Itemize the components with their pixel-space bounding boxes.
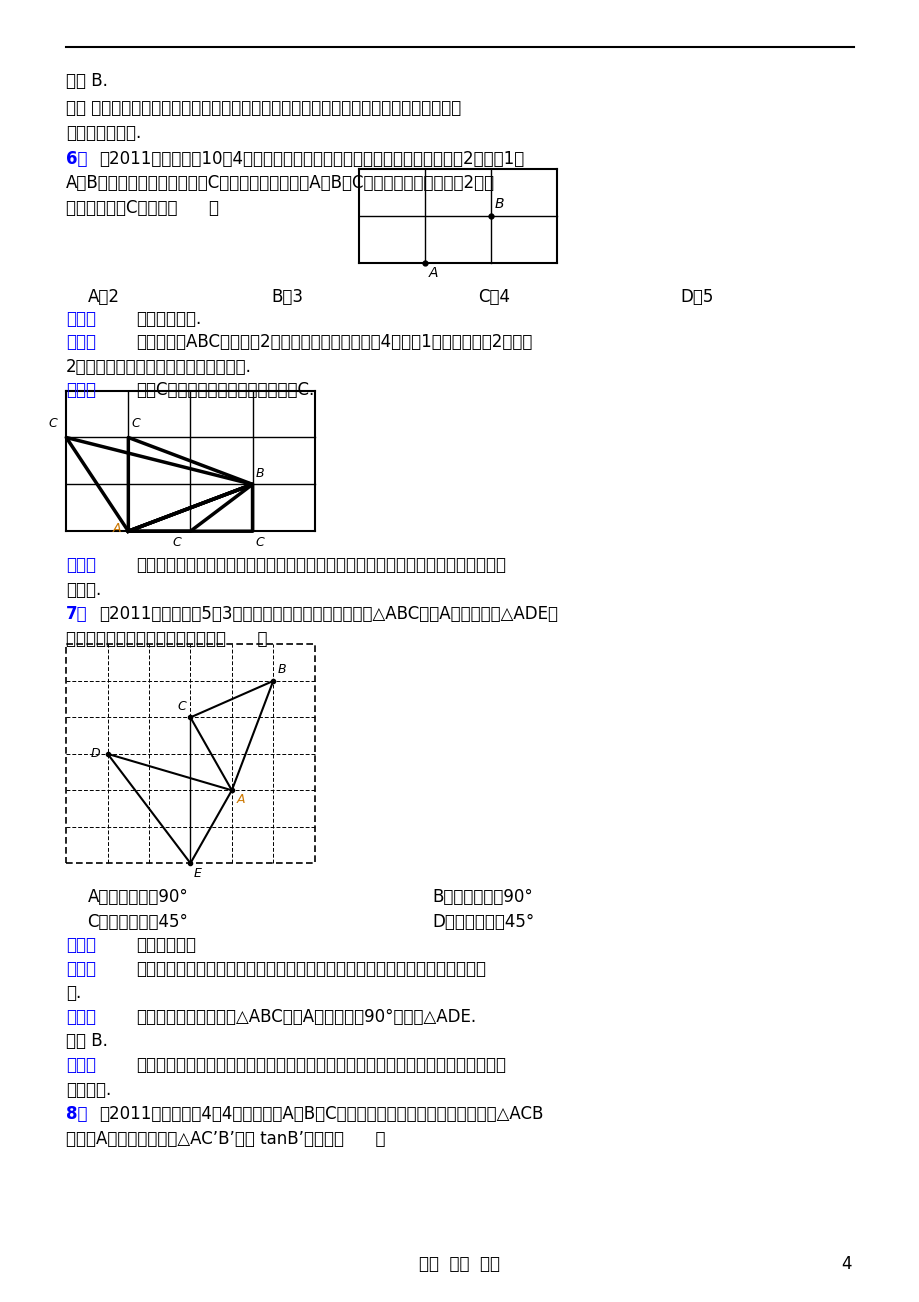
Text: C: C bbox=[176, 700, 186, 713]
Text: 6．: 6． bbox=[66, 150, 87, 168]
Text: C、顺时针旋轣45°: C、顺时针旋轣45° bbox=[87, 913, 188, 931]
Text: 旋转的性质。: 旋转的性质。 bbox=[136, 936, 196, 954]
Text: 考点：: 考点： bbox=[66, 936, 96, 954]
Text: （2011甘肃兰州，4，4分）如图，A、B、C三点在正方形网格线的交点处，若将△ACB: （2011甘肃兰州，4，4分）如图，A、B、C三点在正方形网格线的交点处，若将△… bbox=[99, 1105, 543, 1124]
Text: （2011福建厦门，5，3分）如图，在正方形网格中，将△ABC绕点A旋转后得到△ADE，: （2011福建厦门，5，3分）如图，在正方形网格中，将△ABC绕点A旋转后得到△… bbox=[99, 605, 558, 624]
Text: 解答：: 解答： bbox=[66, 1008, 96, 1026]
Text: 本题考查了三角形的面积的求法，此类题应选取分类的标准，才能做到不遗不漏，难: 本题考查了三角形的面积的求法，此类题应选取分类的标准，才能做到不遗不漏，难 bbox=[136, 556, 505, 574]
Text: B: B bbox=[255, 467, 264, 480]
Text: 解：根据图形可知：将△ABC绕点A逆时针旋轣90°可得到△ADE.: 解：根据图形可知：将△ABC绕点A逆时针旋轣90°可得到△ADE. bbox=[136, 1008, 476, 1026]
Text: C: C bbox=[131, 417, 140, 430]
Text: 三角形的三边长.: 三角形的三边长. bbox=[66, 124, 142, 142]
Text: D: D bbox=[91, 747, 100, 760]
Text: 点评：: 点评： bbox=[66, 1056, 96, 1074]
Text: 8．: 8． bbox=[66, 1105, 87, 1124]
Text: A: A bbox=[236, 793, 244, 806]
Text: 2，可通过在正方形网格中画图得出结果.: 2，可通过在正方形网格中画图得出结果. bbox=[66, 358, 252, 376]
Text: C: C bbox=[172, 536, 181, 549]
Text: 解：C点所有的情况如图所示；故选C.: 解：C点所有的情况如图所示；故选C. bbox=[136, 381, 314, 400]
Text: B、3: B、3 bbox=[271, 288, 303, 306]
Text: B: B bbox=[494, 197, 504, 211]
Text: （2011福建福州，10，4分）如图，在长方形网格中，每个小长方形的长为2，宽为1，: （2011福建福州，10，4分）如图，在长方形网格中，每个小长方形的长为2，宽为… bbox=[99, 150, 524, 168]
Text: 用心  爱心  专心: 用心 爱心 专心 bbox=[419, 1255, 500, 1273]
Text: C: C bbox=[48, 417, 57, 430]
Text: D、逆时针旋轣45°: D、逆时针旋轣45° bbox=[432, 913, 534, 931]
Text: 点评：: 点评： bbox=[66, 556, 96, 574]
Text: B、逆时针旋轣90°: B、逆时针旋轣90° bbox=[432, 888, 533, 906]
Text: 分析：: 分析： bbox=[66, 333, 96, 352]
Text: B: B bbox=[278, 663, 286, 676]
Text: 旋转角度.: 旋转角度. bbox=[66, 1081, 111, 1099]
Text: 三角形的面积.: 三角形的面积. bbox=[136, 310, 201, 328]
Text: A、2: A、2 bbox=[87, 288, 119, 306]
Text: 根据三角形ABC的面积为2，可知三角形的底边长为4，高为1，或者底边为2，高为: 根据三角形ABC的面积为2，可知三角形的底边长为4，高为1，或者底边为2，高为 bbox=[136, 333, 532, 352]
Text: D、5: D、5 bbox=[680, 288, 713, 306]
Text: A: A bbox=[428, 266, 437, 280]
Text: 点评 此题考查三角形相似判定定理及勾股定理的应用，解题的关键是利用勾股定理求得原: 点评 此题考查三角形相似判定定理及勾股定理的应用，解题的关键是利用勾股定理求得原 bbox=[66, 99, 461, 117]
Text: 则下列旋转方式中，符合题意的是（      ）: 则下列旋转方式中，符合题意的是（ ） bbox=[66, 630, 267, 648]
Text: 度适中.: 度适中. bbox=[66, 581, 101, 599]
Text: A、B两点在网格格点上，若点C也在网格格点上，以A、B、C为顶点的三角形面积为2，则: A、B两点在网格格点上，若点C也在网格格点上，以A、B、C为顶点的三角形面积为2… bbox=[66, 174, 494, 193]
Text: E: E bbox=[194, 867, 202, 880]
Text: 分析：: 分析： bbox=[66, 960, 96, 978]
Text: 满足条件的点C个数是（      ）: 满足条件的点C个数是（ ） bbox=[66, 199, 219, 217]
Text: 此题根据给出的图形先确定出旋转中心，再确定出旋转的方向和度数即可求出答: 此题根据给出的图形先确定出旋转中心，再确定出旋转的方向和度数即可求出答 bbox=[136, 960, 485, 978]
Text: 4: 4 bbox=[840, 1255, 851, 1273]
Text: 故选 B.: 故选 B. bbox=[66, 1032, 108, 1051]
Text: 故选 B.: 故选 B. bbox=[66, 72, 108, 90]
Text: 考点：: 考点： bbox=[66, 310, 96, 328]
Text: 7．: 7． bbox=[66, 605, 88, 624]
Text: A、顺时针旋轣90°: A、顺时针旋轣90° bbox=[87, 888, 188, 906]
Text: 绕着点A逆时针旋转得到△AC’B’，则 tanB’的値为（      ）: 绕着点A逆时针旋转得到△AC’B’，则 tanB’的値为（ ） bbox=[66, 1130, 385, 1148]
Text: C: C bbox=[255, 536, 264, 549]
Text: A: A bbox=[112, 522, 121, 535]
Bar bbox=[66, 644, 314, 863]
Text: 案.: 案. bbox=[66, 984, 82, 1003]
Text: 解答：: 解答： bbox=[66, 381, 96, 400]
Text: C、4: C、4 bbox=[478, 288, 510, 306]
Text: 本题主要考查旋转的性质，在解题时，一定要明确三个要素：旋转中心、旋转方向、: 本题主要考查旋转的性质，在解题时，一定要明确三个要素：旋转中心、旋转方向、 bbox=[136, 1056, 505, 1074]
